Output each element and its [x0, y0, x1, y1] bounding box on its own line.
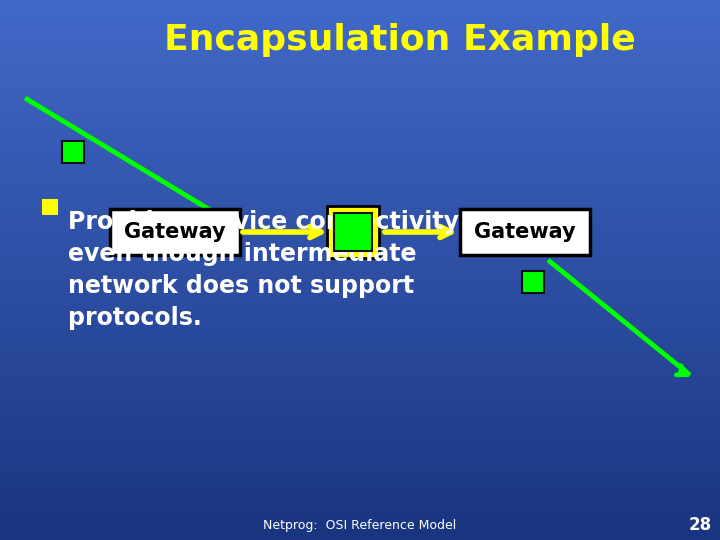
Bar [42, 199, 58, 215]
Text: 28: 28 [688, 516, 711, 534]
Bar [334, 213, 372, 251]
Bar [522, 271, 544, 293]
Text: even though intermediate: even though intermediate [68, 242, 416, 266]
Text: Netprog:  OSI Reference Model: Netprog: OSI Reference Model [264, 518, 456, 531]
Bar [327, 206, 379, 258]
Bar [62, 141, 84, 163]
Bar [110, 209, 240, 255]
Text: Encapsulation Example: Encapsulation Example [164, 23, 636, 57]
Text: network does not support: network does not support [68, 274, 414, 298]
Bar [460, 209, 590, 255]
Text: Provides service connectivity: Provides service connectivity [68, 210, 459, 234]
Text: Gateway: Gateway [474, 222, 576, 242]
Text: protocols.: protocols. [68, 306, 202, 330]
Text: Gateway: Gateway [124, 222, 226, 242]
